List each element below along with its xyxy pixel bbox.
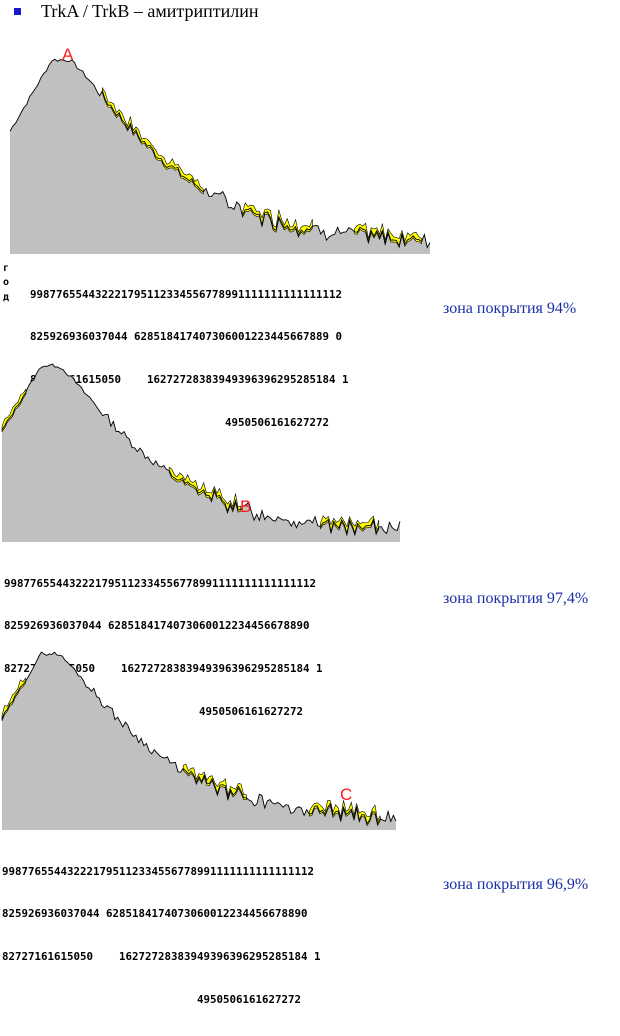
chart-panel-2: B 99877655443222179511233455677899111111… (0, 330, 620, 718)
peak-marker-label: C (340, 785, 352, 804)
area-chart-2: B (1, 363, 401, 542)
tick-row: 825926936037044 628518417407306001223445… (2, 907, 308, 921)
coverage-label: зона покрытия 97,4% (443, 590, 589, 607)
area-chart-3: C (1, 651, 397, 830)
area-fill (10, 59, 430, 254)
header-title: TrkA / TrkB – амитриптилин (41, 0, 259, 21)
tick-row: 4950506161627272 (2, 993, 302, 1007)
peak-marker-label: B (240, 497, 251, 516)
tick-row: 9987765544322217951123345567789911111111… (4, 576, 317, 590)
area-fill (2, 652, 396, 830)
bullet-icon (14, 8, 21, 15)
tick-row: 825926936037044 628518417407306001223445… (30, 330, 343, 344)
chart-panel-3: C 99877655443222179511233455677899111111… (0, 620, 620, 1006)
tick-row: 4950506161627272 (30, 416, 330, 430)
tick-row: 4950506161627272 (4, 705, 304, 719)
axis-side-letter: г (3, 263, 10, 274)
axis-side-letter: о (3, 277, 10, 289)
axis-side-label: г о д (3, 262, 9, 305)
tick-row: 9987765544322217951123345567789911111111… (2, 864, 315, 878)
overlay-patch (320, 515, 380, 537)
overlay-patch (182, 763, 247, 801)
header: TrkA / TrkB – амитриптилин (14, 0, 259, 22)
area-outline (1, 363, 401, 535)
peak-marker-label: A (62, 45, 74, 64)
tick-row: 9987765544322217951123345567789911111111… (30, 287, 343, 301)
coverage-label: зона покрытия 96,9% (443, 876, 589, 893)
area-outline (9, 58, 431, 249)
axis-side-letter: д (3, 291, 10, 303)
coverage-label: зона покрытия 94% (443, 300, 577, 317)
chart-panel-1: A г о д 99877655443222179511233455677899… (0, 0, 620, 429)
tick-row: 825926936037044 628518417407306001223445… (4, 619, 310, 633)
x-tick-labels: 9987765544322217951123345567789911111111… (2, 836, 321, 1036)
tick-row: 82727161615050 1627272838394939639629528… (2, 950, 321, 964)
area-chart-1: A (9, 45, 431, 254)
x-tick-labels: 9987765544322217951123345567789911111111… (4, 548, 323, 748)
area-fill (2, 363, 400, 542)
area-outline (1, 651, 397, 825)
